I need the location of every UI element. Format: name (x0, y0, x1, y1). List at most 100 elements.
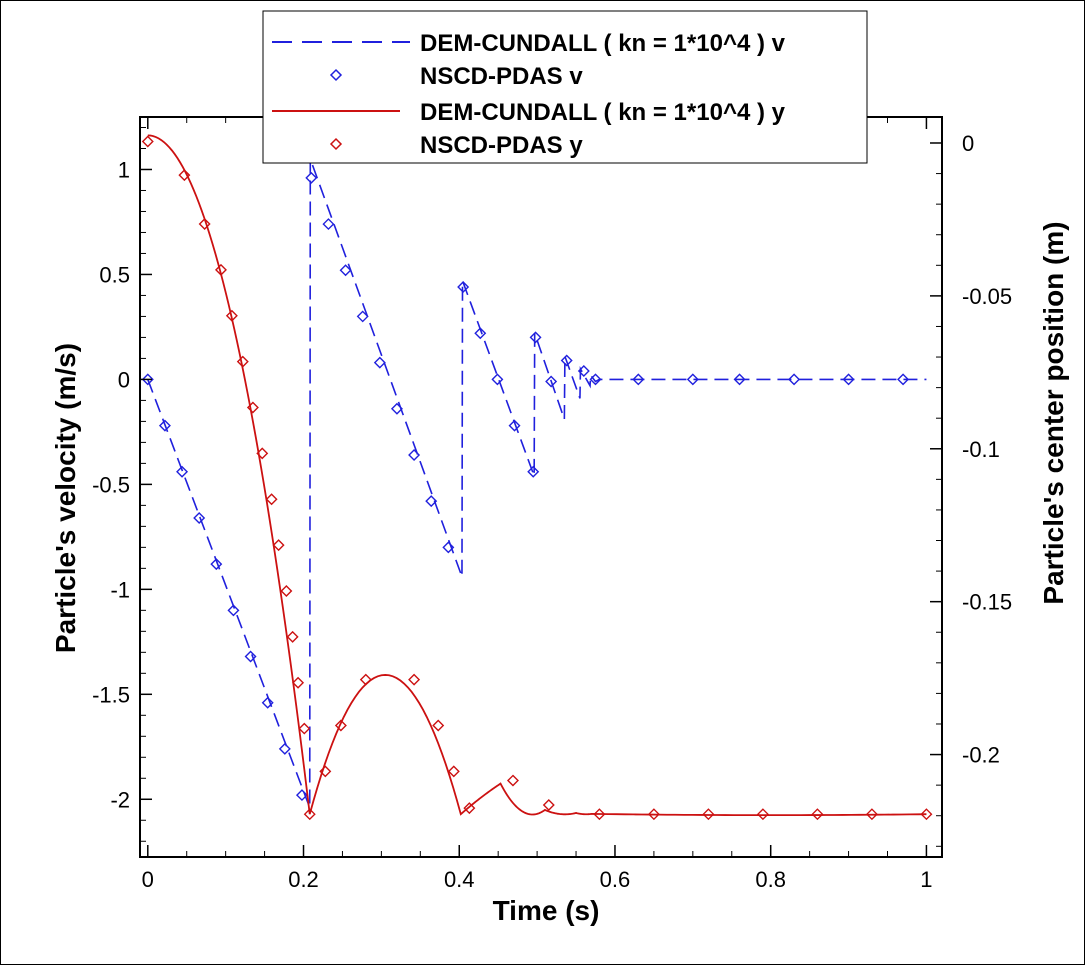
marker-nscd-velocity (305, 171, 318, 184)
legend-label-nscd-v: NSCD-PDAS v (420, 63, 583, 90)
marker-nscd-position (319, 765, 332, 778)
marker-nscd-position (702, 808, 715, 821)
series-line-dem-velocity (147, 158, 927, 808)
y-right-tick-label: -0.15 (962, 590, 1012, 615)
marker-nscd-position (286, 630, 299, 643)
legend-swatch-nscd-v (329, 68, 343, 82)
marker-nscd-velocity (442, 541, 455, 554)
series-1 (141, 171, 910, 802)
marker-nscd-position (198, 218, 211, 231)
marker-nscd-velocity (529, 331, 542, 344)
marker-nscd-velocity (788, 373, 801, 386)
right-y-axis-title: Particle's center position (m) (1038, 221, 1069, 604)
marker-nscd-position (272, 539, 285, 552)
y-left-tick-label: 1 (118, 157, 130, 182)
marker-nscd-position (214, 263, 227, 276)
marker-nscd-velocity (733, 373, 746, 386)
marker-nscd-velocity (261, 696, 274, 709)
marker-nscd-velocity (632, 373, 645, 386)
marker-nscd-velocity (176, 465, 189, 478)
marker-nscd-velocity (227, 604, 240, 617)
marker-nscd-velocity (339, 264, 352, 277)
legend-box (262, 10, 868, 164)
marker-nscd-position (280, 584, 293, 597)
marker-nscd-position (811, 808, 824, 821)
right-y-axis: -0.2 -0.15 -0.1 -0.05 0 (930, 131, 1012, 847)
marker-nscd-velocity (193, 511, 206, 524)
marker-nscd-position (256, 447, 269, 460)
marker-nscd-position (447, 765, 460, 778)
marker-nscd-position (463, 802, 476, 815)
marker-nscd-velocity (686, 373, 699, 386)
y-left-tick-label: 0 (118, 367, 130, 392)
x-tick-label: 0.2 (288, 867, 319, 892)
legend-label-nscd-y: NSCD-PDAS y (420, 132, 583, 159)
marker-nscd-position (756, 808, 769, 821)
y-left-tick-label: -1.5 (92, 682, 130, 707)
marker-nscd-velocity (491, 373, 504, 386)
marker-nscd-velocity (457, 281, 470, 294)
marker-nscd-velocity (425, 495, 438, 508)
x-tick-label: 1 (920, 867, 932, 892)
marker-nscd-position (542, 799, 555, 812)
series-3 (141, 135, 933, 821)
marker-nscd-position (265, 493, 278, 506)
marker-nscd-position (359, 673, 372, 686)
marker-nscd-velocity (278, 742, 291, 755)
y-left-tick-label: -2 (110, 787, 130, 812)
marker-nscd-position (178, 169, 191, 182)
legend-label-dem-y: DEM-CUNDALL ( kn = 1*10^4 ) y (420, 99, 786, 126)
marker-nscd-velocity (589, 373, 602, 386)
x-tick-label: 0.6 (600, 867, 631, 892)
marker-nscd-position (408, 673, 421, 686)
marker-nscd-velocity (527, 465, 540, 478)
x-tick-label: 0.4 (444, 867, 475, 892)
marker-nscd-velocity (244, 650, 257, 663)
marker-nscd-velocity (210, 558, 223, 571)
x-tick-label: 0 (142, 867, 154, 892)
marker-nscd-velocity (508, 419, 521, 432)
marker-nscd-velocity (390, 402, 403, 415)
x-tick-label: 0.8 (755, 867, 786, 892)
marker-nscd-velocity (322, 218, 335, 231)
y-right-tick-label: -0.1 (962, 437, 1000, 462)
marker-nscd-velocity (158, 419, 171, 432)
series-layer (141, 134, 933, 821)
marker-nscd-position (432, 719, 445, 732)
left-y-axis: -2 -1.5 -1 -0.5 0 0.5 1 (92, 126, 152, 842)
marker-nscd-position (334, 719, 347, 732)
legend-label-dem-v: DEM-CUNDALL ( kn = 1*10^4 ) v (420, 30, 786, 57)
marker-nscd-position (141, 135, 154, 148)
marker-nscd-velocity (577, 365, 590, 378)
y-left-tick-label: -1 (110, 577, 130, 602)
marker-nscd-velocity (474, 327, 487, 340)
marker-nscd-position (647, 808, 660, 821)
series-0 (147, 158, 927, 808)
marker-nscd-position (298, 722, 311, 735)
series-line-dem-position (147, 134, 927, 817)
marker-nscd-position (506, 774, 519, 787)
marker-nscd-velocity (560, 354, 573, 367)
marker-nscd-velocity (897, 373, 910, 386)
marker-nscd-position (920, 808, 933, 821)
marker-nscd-velocity (842, 373, 855, 386)
y-right-tick-label: -0.2 (962, 743, 1000, 768)
y-right-tick-label: -0.05 (962, 284, 1012, 309)
legend: DEM-CUNDALL ( kn = 1*10^4 ) v NSCD-PDAS … (262, 10, 868, 164)
marker-nscd-velocity (373, 356, 386, 369)
marker-nscd-position (236, 355, 249, 368)
marker-nscd-position (865, 808, 878, 821)
marker-nscd-velocity (141, 373, 154, 386)
marker-nscd-position (593, 808, 606, 821)
marker-nscd-velocity (295, 789, 308, 802)
marker-nscd-position (225, 309, 238, 322)
legend-swatch-nscd-y (329, 137, 343, 151)
marker-nscd-position (292, 676, 305, 689)
y-left-tick-label: 0.5 (99, 262, 130, 287)
left-y-axis-title: Particle's velocity (m/s) (50, 343, 81, 653)
marker-nscd-velocity (356, 310, 369, 323)
marker-nscd-position (303, 808, 316, 821)
marker-nscd-velocity (408, 448, 421, 461)
